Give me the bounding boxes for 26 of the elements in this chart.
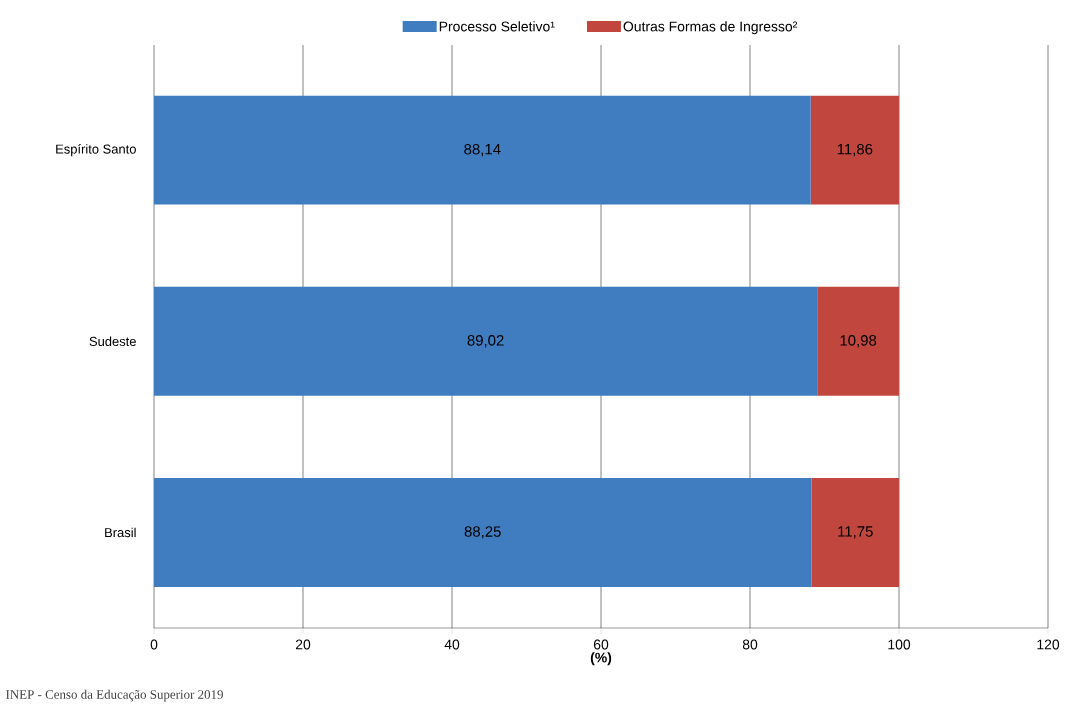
y-tick-label: Sudeste [89, 336, 136, 347]
data-label: 89,02 [467, 335, 504, 348]
legend-label: Outras Formas de Ingresso² [623, 21, 798, 35]
x-tick-label: 0 [150, 639, 158, 650]
y-tick-label: Brasil [105, 527, 136, 538]
bar [154, 95, 811, 205]
x-tick-label: 80 [742, 639, 758, 650]
x-tick-label: 120 [1037, 639, 1060, 650]
bar [154, 477, 812, 587]
text: INEP - Censo da Educação Superior 2019 [6, 689, 223, 702]
x-tick-label: 60 [593, 639, 609, 650]
x-tick-label: 20 [295, 639, 311, 650]
bar [154, 286, 818, 396]
x-tick-label: 100 [888, 639, 911, 650]
data-label: 11,86 [837, 143, 873, 157]
legend-label: Processo Seletivo¹ [439, 21, 555, 32]
bar [817, 286, 900, 396]
y-tick-label: Espírito Santo [56, 144, 136, 157]
bar [810, 95, 900, 205]
data-label: 88,25 [464, 526, 501, 539]
x-tick-label: 40 [444, 639, 460, 650]
data-label: 88,14 [464, 143, 501, 157]
bar [811, 477, 900, 587]
x-axis-title: (%) [590, 652, 612, 666]
data-label: 10,98 [840, 335, 877, 348]
data-label: 11,75 [838, 526, 873, 539]
